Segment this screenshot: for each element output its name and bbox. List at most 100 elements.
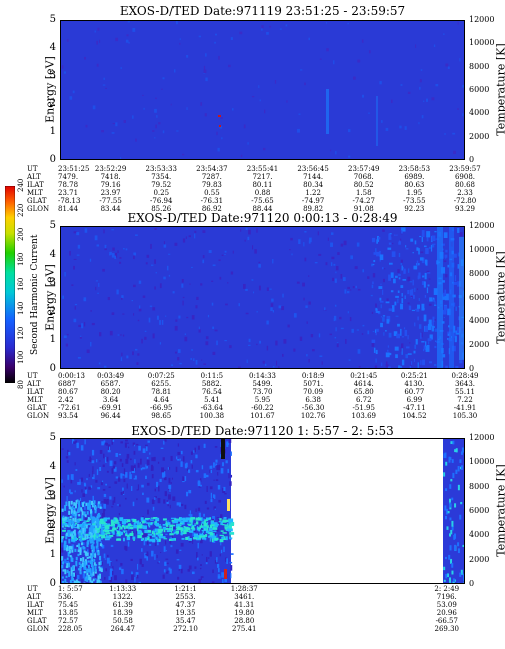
table-cell: 1.95 — [406, 189, 423, 197]
table-cell: 53.09 — [436, 601, 457, 609]
table-cell: 3643. — [454, 380, 476, 388]
table-cell: -73.55 — [403, 197, 426, 205]
table-row-label: ILAT — [27, 181, 44, 189]
table-row-label: ALT — [27, 173, 41, 181]
table-cell: 19.80 — [234, 609, 255, 617]
table-cell: 7287. — [201, 173, 222, 181]
table-cell: 0:03:49 — [97, 372, 125, 380]
table-cell: 0:25:21 — [400, 372, 428, 380]
table-cell: 104.52 — [402, 412, 427, 420]
table-row-label: MLT — [27, 189, 43, 197]
table-cell: 7144. — [303, 173, 324, 181]
y2-tick-label: 4000 — [469, 316, 490, 326]
table-cell: 264.47 — [110, 625, 136, 633]
table-row-label: UT — [27, 372, 38, 380]
heatmap-plot — [60, 20, 465, 160]
table-cell: 73.70 — [252, 388, 273, 396]
table-cell: 7196. — [436, 593, 457, 601]
table-cell: 1:13:33 — [109, 585, 137, 593]
table-cell: 1:28:37 — [230, 585, 258, 593]
colorbar-tick-label: 240 — [17, 178, 25, 192]
table-cell: 5.95 — [254, 396, 271, 404]
table-row-label: GLAT — [27, 197, 47, 205]
table-cell: 78.78 — [58, 181, 79, 189]
table-cell: -51.95 — [352, 404, 375, 412]
table-cell: 228.05 — [58, 625, 83, 633]
table-cell: 92.23 — [404, 205, 425, 213]
table-cell: 93.29 — [454, 205, 476, 213]
table-row-label: UT — [27, 585, 38, 593]
y-tick-label: 5 — [49, 220, 56, 231]
table-cell: 60.77 — [404, 388, 425, 396]
table-row-label: MLT — [27, 396, 43, 404]
y-tick-label: 0 — [49, 154, 56, 165]
table-cell: 80.67 — [58, 388, 79, 396]
table-cell: 96.44 — [100, 412, 121, 420]
table-cell: 89.82 — [303, 205, 324, 213]
y2-tick-label: 12000 — [469, 221, 495, 230]
table-cell: 103.69 — [351, 412, 377, 420]
table-cell: -75.65 — [251, 197, 274, 205]
y2-tick-label: 2000 — [469, 554, 490, 564]
table-cell: -56.30 — [301, 404, 325, 412]
table-cell: 23:52:29 — [94, 165, 127, 173]
plot-background — [61, 21, 464, 159]
table-cell: 6.38 — [305, 396, 321, 404]
table-cell: -76.31 — [200, 197, 224, 205]
table-cell: 83.44 — [100, 205, 121, 213]
table-cell: 80.11 — [252, 181, 273, 189]
table-cell: 7354. — [151, 173, 172, 181]
table-cell: 275.41 — [232, 625, 257, 633]
colorbar-tick-label: 160 — [17, 277, 25, 291]
table-cell: 0:28:49 — [451, 372, 479, 380]
table-cell: -60.22 — [251, 404, 274, 412]
table-cell: 65.80 — [353, 388, 374, 396]
heatmap-canvas — [61, 439, 464, 583]
table-cell: 78.81 — [151, 388, 172, 396]
table-cell: 101.67 — [250, 412, 275, 420]
y-tick-label: 2 — [49, 305, 56, 317]
table-cell: -66.95 — [150, 404, 173, 412]
y2-axis-label: Temperature [K] — [494, 43, 505, 136]
table-cell: 0:14:33 — [249, 372, 276, 380]
table-cell: 80.63 — [404, 181, 425, 189]
table-cell: 23:53:33 — [145, 165, 177, 173]
y2-tick-label: 0 — [469, 364, 475, 373]
table-cell: 0:07:25 — [147, 372, 175, 380]
table-cell: 6887 — [58, 380, 76, 388]
table-cell: 19.35 — [175, 609, 196, 617]
table-cell: 5499. — [252, 380, 273, 388]
table-cell: 7479. — [58, 173, 79, 181]
table-cell: 81.44 — [58, 205, 79, 213]
table-cell: 98.65 — [151, 412, 172, 420]
table-cell: 0:00:13 — [58, 372, 85, 380]
table-cell: 23:59:57 — [449, 165, 481, 173]
colorbar-tick-label: 80 — [17, 380, 25, 389]
y2-tick-label: 10000 — [469, 457, 495, 467]
table-cell: 28.80 — [234, 617, 255, 625]
table-cell: 47.37 — [175, 601, 196, 609]
table-cell: 80.34 — [303, 181, 324, 189]
table-cell: 105.30 — [452, 412, 478, 420]
table-cell: 80.20 — [100, 388, 121, 396]
table-cell: 2553. — [175, 593, 196, 601]
y-tick-label: 3 — [49, 70, 56, 81]
table-cell: 6587. — [100, 380, 121, 388]
table-cell: 7217. — [252, 173, 273, 181]
table-row-label: GLON — [27, 412, 50, 420]
table-cell: 2.42 — [58, 396, 74, 404]
y-tick-label: 1 — [49, 334, 56, 346]
heatmap-canvas — [61, 227, 464, 368]
table-cell: 23:54:37 — [196, 165, 228, 173]
colorbar-tick-label: 200 — [17, 227, 25, 242]
table-row-label: ALT — [27, 380, 41, 388]
y-tick-label: 3 — [49, 277, 56, 289]
table-cell: 1322. — [112, 593, 133, 601]
table-cell: 5.41 — [204, 396, 220, 404]
y2-tick-label: 0 — [469, 579, 475, 588]
table-cell: 0:11:5 — [200, 372, 224, 380]
y-tick-label: 1 — [49, 126, 56, 137]
table-cell: 7.22 — [457, 396, 473, 404]
table-cell: -72.61 — [58, 404, 81, 412]
table-cell: 79.52 — [151, 181, 172, 189]
